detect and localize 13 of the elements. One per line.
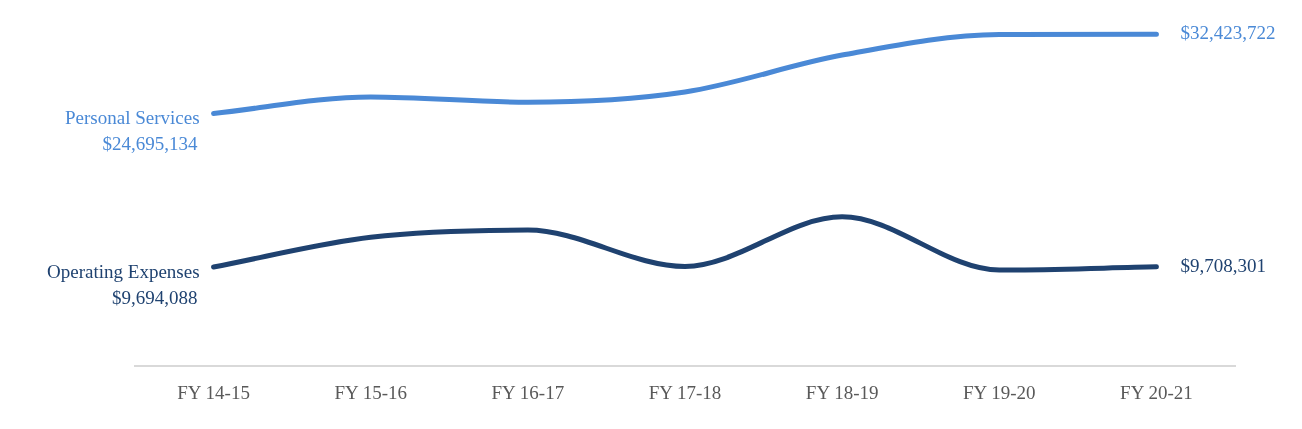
data-label: $9,708,301 xyxy=(1180,254,1266,276)
data-label: $32,423,722 xyxy=(1180,22,1276,44)
x-tick-label: FY 20-21 xyxy=(1120,381,1193,403)
data-label: $9,694,088 xyxy=(112,286,198,308)
x-tick-label: FY 18-19 xyxy=(805,381,879,403)
x-tick-label: FY 14-15 xyxy=(177,381,250,403)
x-tick-label: FY 16-17 xyxy=(491,381,565,403)
x-tick-label: FY 15-16 xyxy=(334,381,408,403)
series-label: Personal Services xyxy=(65,107,200,129)
x-tick-label: FY 17-18 xyxy=(648,381,722,403)
x-tick-label: FY 19-20 xyxy=(962,381,1036,403)
series-label: Operating Expenses xyxy=(47,260,200,282)
data-label: $24,695,134 xyxy=(102,133,199,155)
